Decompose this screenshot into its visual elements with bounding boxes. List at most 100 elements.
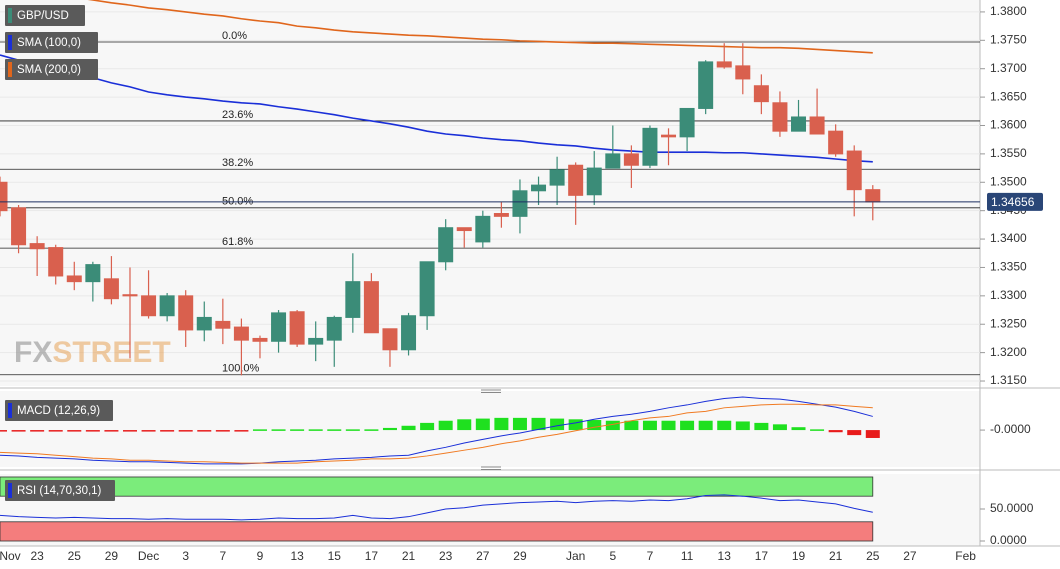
candle-body — [159, 295, 175, 317]
candle-body — [605, 153, 621, 169]
legend-series-text: SMA (100,0) — [17, 37, 81, 49]
macd-histogram-bar — [531, 417, 546, 431]
macd-histogram-bar — [568, 419, 583, 431]
rsi-band — [0, 476, 874, 497]
legend-rsi-box — [5, 480, 115, 501]
x-tick-label: Nov — [0, 549, 21, 563]
macd-histogram-bar — [550, 418, 565, 431]
macd-plot — [0, 396, 880, 465]
watermark-part: FX — [14, 336, 52, 369]
y-tick-label: 1.3250 — [990, 316, 1027, 330]
legend-macd-swatch — [8, 403, 12, 418]
candle-body — [271, 312, 287, 342]
y-tick-label: 1.3300 — [990, 288, 1027, 302]
macd-histogram-bar — [271, 429, 286, 431]
y-tick-label: 1.3400 — [990, 231, 1027, 245]
fib-label: 0.0% — [222, 30, 247, 42]
y-tick-label: 0.0000 — [990, 533, 1027, 547]
macd-histogram-bar — [810, 429, 825, 431]
macd-histogram-bar — [234, 430, 249, 432]
legend-series-swatch — [8, 35, 12, 50]
legend-title-text: GBP/USD — [17, 10, 69, 22]
x-tick-label: 19 — [792, 549, 806, 563]
watermark-part: STREET — [52, 336, 170, 369]
macd-histogram-bar — [717, 420, 732, 431]
candle-body — [141, 295, 157, 317]
macd-histogram-bar — [364, 429, 379, 431]
candle-body — [233, 326, 249, 341]
x-tick-label: 27 — [476, 549, 490, 563]
candle-body — [735, 65, 751, 80]
x-tick-label: 23 — [30, 549, 44, 563]
macd-histogram-bar — [494, 417, 509, 431]
x-tick-label: 25 — [68, 549, 82, 563]
y-tick-label: -0.0000 — [990, 422, 1031, 436]
legend-series-text: SMA (200,0) — [17, 64, 81, 76]
macd-line — [0, 396, 873, 465]
candle-body — [586, 167, 602, 196]
legend-title-box — [5, 5, 85, 26]
macd-line — [0, 403, 873, 464]
candle-body — [85, 264, 101, 283]
macd-histogram-bar — [104, 430, 119, 432]
y-tick-label: 50.0000 — [990, 501, 1034, 515]
x-tick-label: 7 — [219, 549, 226, 563]
x-tick-label: 21 — [829, 549, 843, 563]
candle-body — [772, 102, 788, 132]
x-tick-label: 29 — [105, 549, 119, 563]
macd-histogram-bar — [160, 430, 175, 432]
x-tick-label: 11 — [681, 549, 694, 563]
candle-body — [661, 134, 677, 138]
y-tick-label: 1.3800 — [990, 4, 1027, 18]
x-tick-label: 23 — [439, 549, 453, 563]
x-tick-label: Dec — [138, 549, 159, 563]
resize-grip[interactable] — [481, 389, 501, 470]
watermark: FXSTREET — [14, 336, 171, 369]
last-price-label: 1.34656 — [991, 195, 1035, 209]
macd-histogram-bar — [0, 430, 7, 432]
main-panel — [0, 0, 980, 386]
candle-body — [308, 337, 324, 345]
candle-body — [493, 213, 509, 217]
candle-body — [289, 311, 305, 345]
macd-histogram-bar — [791, 427, 806, 431]
macd-histogram-bar — [252, 429, 267, 431]
sma-line — [87, 0, 873, 54]
candle-body — [48, 247, 64, 277]
candle-body — [196, 316, 212, 331]
macd-histogram-bar — [587, 420, 602, 431]
macd-histogram-bar — [642, 420, 657, 431]
candle-body — [103, 278, 119, 300]
y-tick-label: 1.3200 — [990, 345, 1027, 359]
macd-histogram-bar — [754, 422, 769, 431]
macd-histogram-bar — [680, 420, 695, 431]
fib-label: 23.6% — [222, 109, 253, 121]
candle-body — [549, 169, 565, 186]
legend-rsi-text: RSI (14,70,30,1) — [17, 485, 102, 497]
legend-rsi-swatch — [8, 483, 12, 498]
macd-histogram-bar — [178, 430, 193, 432]
candle-body — [809, 116, 825, 135]
candle-body — [0, 181, 8, 212]
macd-histogram-bar — [512, 417, 527, 431]
y-tick-label: 1.3650 — [990, 89, 1027, 103]
candle-body — [66, 275, 82, 283]
candle-body — [456, 227, 472, 232]
macd-histogram-bar — [85, 430, 100, 432]
x-tick-label: 25 — [866, 549, 880, 563]
y-tick-label: 1.3600 — [990, 118, 1027, 132]
macd-histogram-bar — [624, 420, 639, 431]
candle-body — [791, 116, 807, 132]
macd-histogram-bar — [661, 420, 676, 431]
y-tick-label: 1.3500 — [990, 174, 1027, 188]
candle-body — [698, 61, 714, 109]
candle-body — [475, 215, 491, 243]
y-tick-label: 1.3550 — [990, 146, 1027, 160]
candle-body — [623, 153, 639, 166]
macd-histogram-bar — [438, 420, 453, 431]
x-tick-label: 15 — [328, 549, 342, 563]
macd-histogram-bar — [772, 424, 787, 431]
candle-body — [345, 281, 361, 318]
candle-body — [122, 294, 138, 297]
